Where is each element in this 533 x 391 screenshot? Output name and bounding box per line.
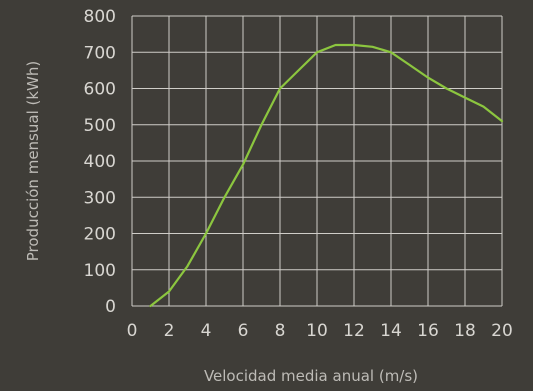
series-line: [151, 45, 503, 306]
y-tick-label: 800: [84, 7, 116, 27]
x-axis-ticks: 0 2 4 6 8 10 12 14 16 18 20: [127, 321, 513, 341]
y-axis-label: Producción mensual (kWh): [24, 61, 42, 261]
y-tick-label: 0: [105, 297, 116, 317]
y-axis-ticks: 0 100 200 300 400 500 600 700 800: [84, 7, 116, 317]
x-tick-label: 4: [201, 321, 212, 341]
x-axis-label: Velocidad media anual (m/s): [204, 367, 418, 385]
y-tick-label: 400: [84, 152, 116, 172]
gridlines: [132, 16, 502, 306]
y-tick-label: 600: [84, 80, 116, 100]
y-tick-label: 300: [84, 188, 116, 208]
x-tick-label: 16: [417, 321, 439, 341]
x-tick-label: 14: [380, 321, 402, 341]
series-group: [150, 45, 502, 306]
x-tick-label: 2: [164, 321, 175, 341]
y-tick-label: 200: [84, 225, 116, 245]
y-tick-label: 500: [84, 116, 116, 136]
x-tick-label: 10: [306, 321, 328, 341]
y-tick-label: 100: [84, 261, 116, 281]
x-tick-label: 0: [127, 321, 138, 341]
x-tick-label: 8: [275, 321, 286, 341]
y-tick-label: 700: [84, 43, 116, 63]
x-tick-label: 20: [491, 321, 513, 341]
x-tick-label: 18: [454, 321, 476, 341]
x-tick-label: 12: [343, 321, 365, 341]
x-tick-label: 6: [238, 321, 249, 341]
